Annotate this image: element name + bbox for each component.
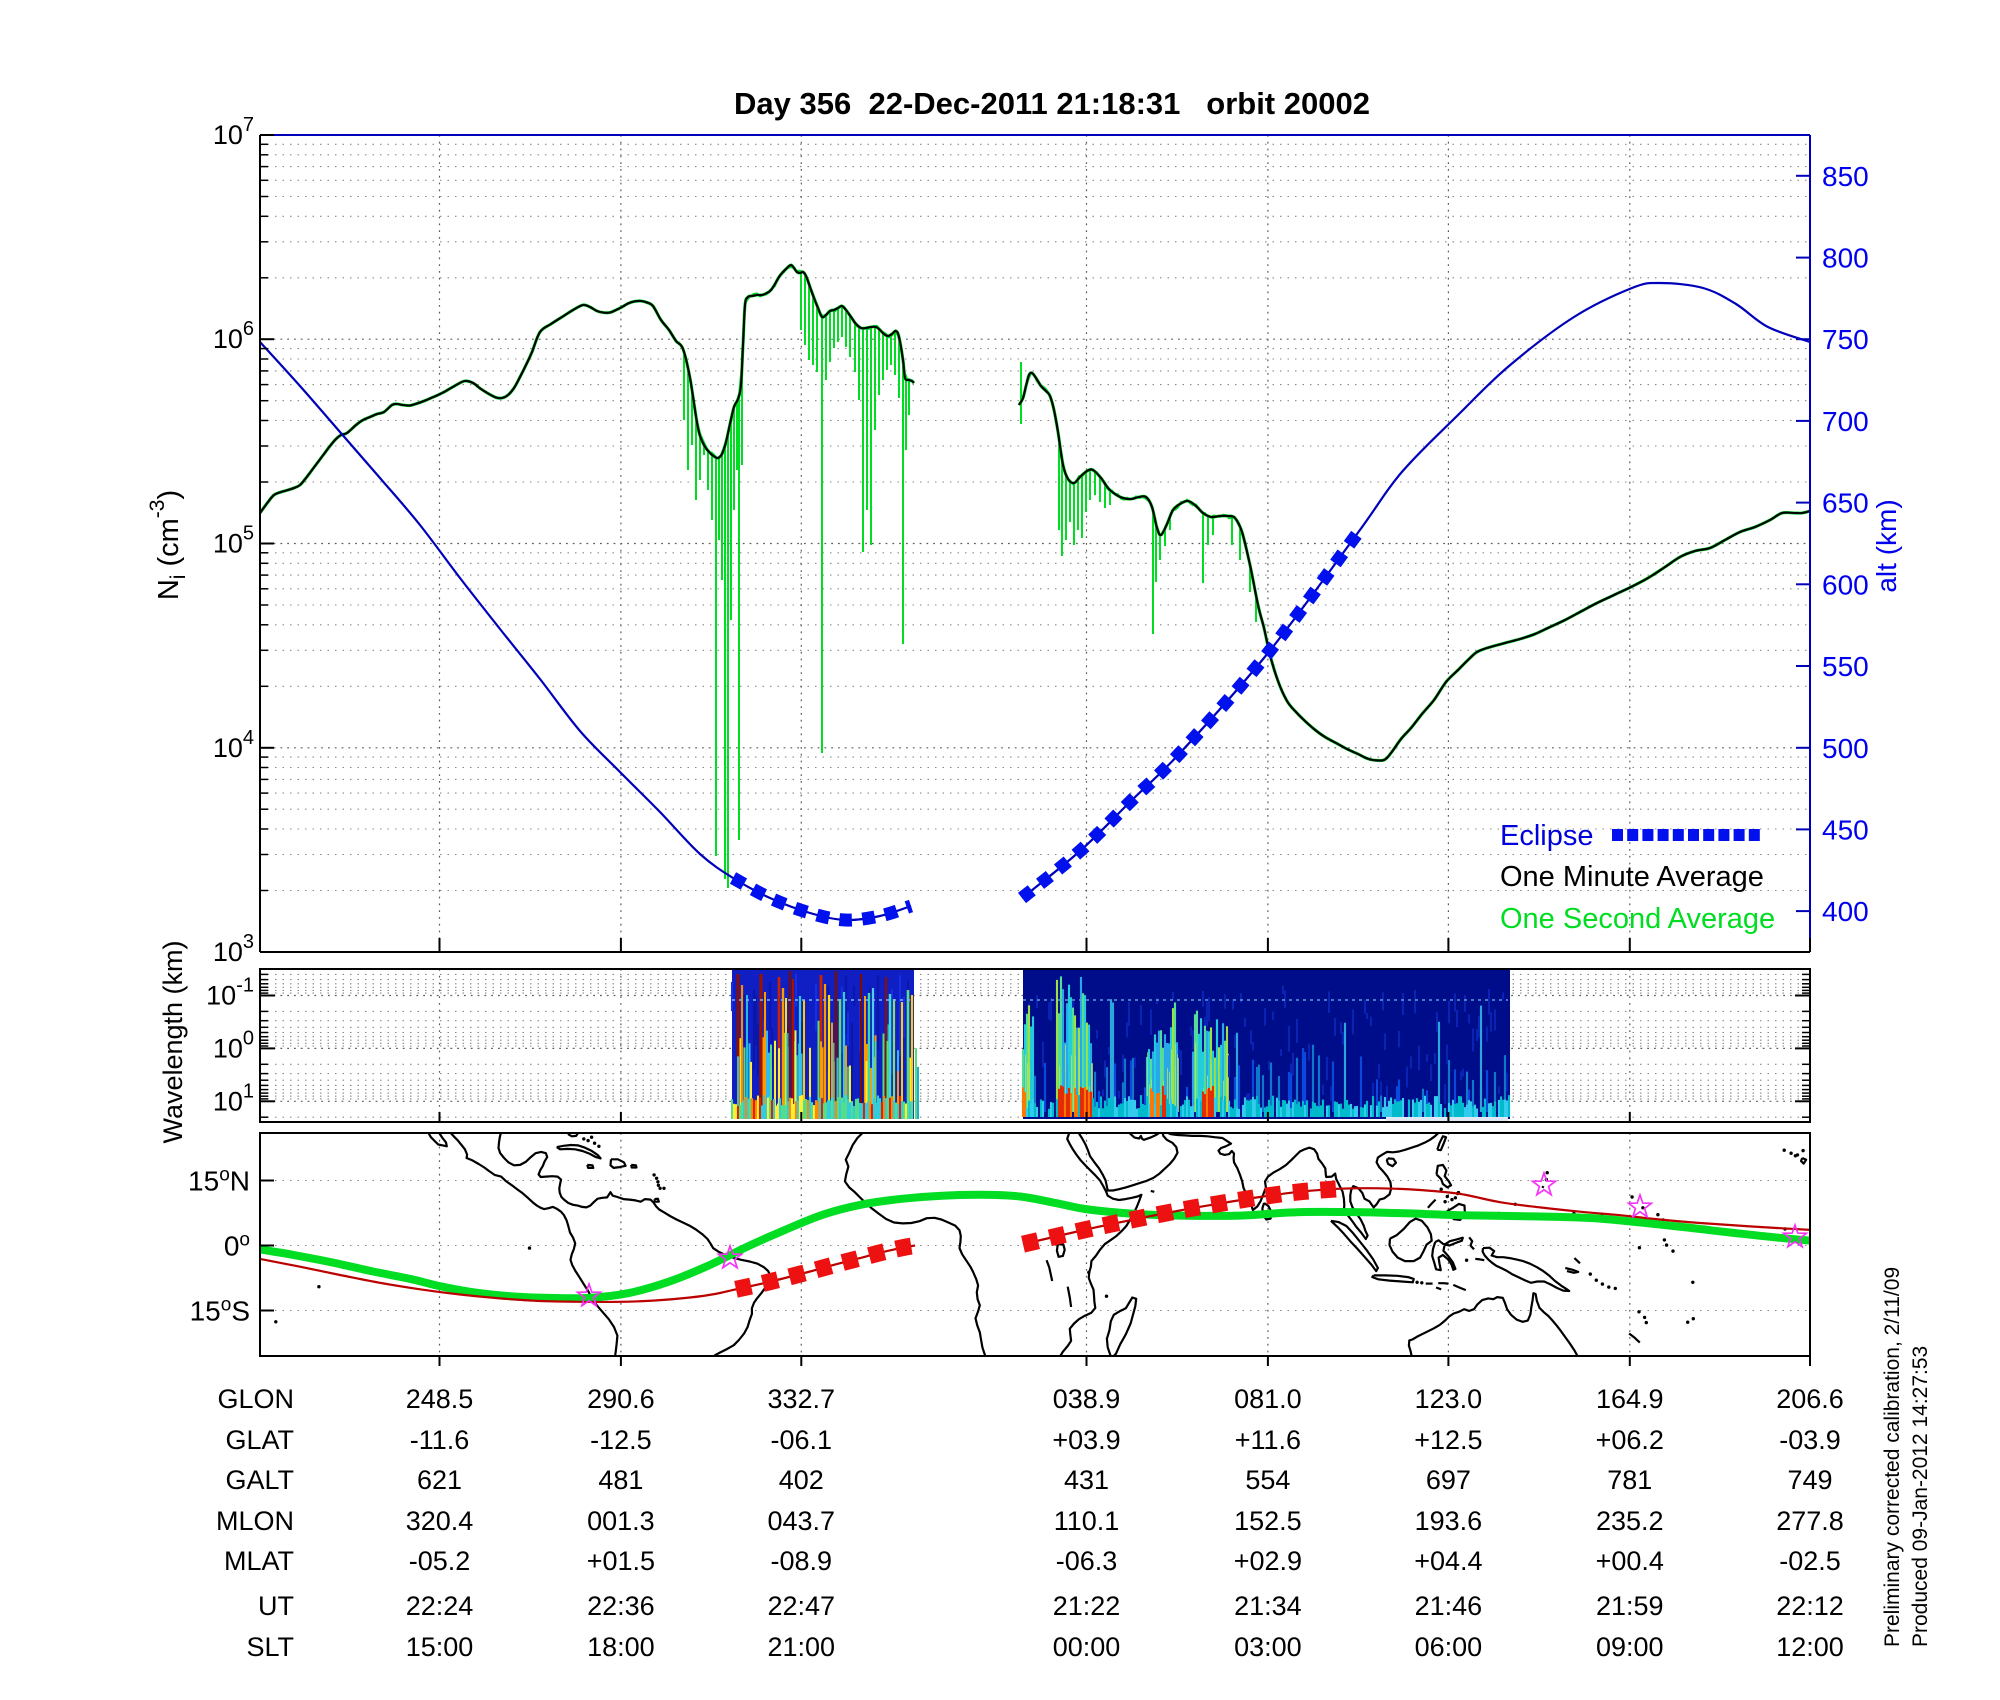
svg-text:Preliminary corrected calibrat: Preliminary corrected calibration, 2/11/…: [1881, 1267, 1904, 1647]
svg-text:Day 356 22-Dec-2011 21:18:31: Day 356 22-Dec-2011 21:18:31 orbit 20002: [734, 86, 1370, 121]
svg-text:22:24: 22:24: [406, 1591, 474, 1621]
svg-text:431: 431: [1064, 1465, 1109, 1495]
svg-text:12:00: 12:00: [1776, 1632, 1844, 1662]
svg-text:-12.5: -12.5: [590, 1425, 652, 1455]
svg-text:-06.3: -06.3: [1056, 1546, 1118, 1576]
svg-text:550: 550: [1822, 651, 1869, 682]
svg-text:15oN: 15oN: [188, 1165, 250, 1197]
svg-text:164.9: 164.9: [1596, 1384, 1664, 1414]
svg-text:alt (km): alt (km): [1871, 499, 1902, 592]
svg-text:235.2: 235.2: [1596, 1506, 1664, 1536]
svg-text:One Minute Average: One Minute Average: [1500, 861, 1764, 893]
svg-text:697: 697: [1426, 1465, 1471, 1495]
svg-text:554: 554: [1245, 1465, 1290, 1495]
svg-text:-02.5: -02.5: [1779, 1546, 1841, 1576]
svg-text:21:59: 21:59: [1596, 1591, 1664, 1621]
svg-text:SLT: SLT: [246, 1632, 294, 1662]
svg-text:206.6: 206.6: [1776, 1384, 1844, 1414]
svg-text:750: 750: [1822, 324, 1869, 355]
svg-text:402: 402: [779, 1465, 824, 1495]
svg-text:Produced 09-Jan-2012 14:27:53: Produced 09-Jan-2012 14:27:53: [1909, 1346, 1932, 1647]
svg-text:+02.9: +02.9: [1234, 1546, 1302, 1576]
svg-text:+12.5: +12.5: [1414, 1425, 1482, 1455]
svg-text:-11.6: -11.6: [410, 1425, 470, 1455]
svg-text:+03.9: +03.9: [1052, 1425, 1120, 1455]
svg-text:850: 850: [1822, 161, 1869, 192]
svg-text:21:46: 21:46: [1415, 1591, 1483, 1621]
svg-text:GALT: GALT: [225, 1465, 294, 1495]
svg-text:One Second Average: One Second Average: [1500, 903, 1775, 935]
svg-text:193.6: 193.6: [1415, 1506, 1483, 1536]
svg-text:-05.2: -05.2: [409, 1546, 471, 1576]
svg-text:781: 781: [1607, 1465, 1652, 1495]
svg-text:400: 400: [1822, 896, 1869, 927]
svg-text:450: 450: [1822, 814, 1869, 845]
svg-text:700: 700: [1822, 406, 1869, 437]
svg-text:650: 650: [1822, 488, 1869, 519]
svg-text:081.0: 081.0: [1234, 1384, 1302, 1414]
svg-text:GLON: GLON: [217, 1384, 294, 1414]
svg-text:15:00: 15:00: [406, 1632, 474, 1662]
svg-text:22:12: 22:12: [1776, 1591, 1844, 1621]
svg-text:06:00: 06:00: [1415, 1632, 1483, 1662]
svg-text:MLAT: MLAT: [224, 1546, 294, 1576]
svg-text:21:34: 21:34: [1234, 1591, 1302, 1621]
svg-text:600: 600: [1822, 569, 1869, 600]
svg-text:248.5: 248.5: [406, 1384, 474, 1414]
svg-text:09:00: 09:00: [1596, 1632, 1664, 1662]
svg-text:001.3: 001.3: [587, 1506, 655, 1536]
svg-text:152.5: 152.5: [1234, 1506, 1302, 1536]
svg-text:UT: UT: [258, 1591, 294, 1621]
svg-text:MLON: MLON: [216, 1506, 294, 1536]
svg-text:+00.4: +00.4: [1596, 1546, 1664, 1576]
svg-text:290.6: 290.6: [587, 1384, 655, 1414]
svg-text:123.0: 123.0: [1415, 1384, 1483, 1414]
svg-text:22:36: 22:36: [587, 1591, 655, 1621]
svg-text:10-1: 10-1: [206, 975, 254, 1011]
svg-text:00:00: 00:00: [1053, 1632, 1121, 1662]
svg-text:332.7: 332.7: [768, 1384, 836, 1414]
svg-text:22:47: 22:47: [768, 1591, 836, 1621]
svg-text:+04.4: +04.4: [1414, 1546, 1482, 1576]
svg-text:043.7: 043.7: [768, 1506, 836, 1536]
svg-text:GLAT: GLAT: [225, 1425, 294, 1455]
svg-text:800: 800: [1822, 243, 1869, 274]
svg-text:+06.2: +06.2: [1596, 1425, 1664, 1455]
svg-text:-03.9: -03.9: [1779, 1425, 1841, 1455]
svg-text:18:00: 18:00: [587, 1632, 655, 1662]
svg-text:749: 749: [1787, 1465, 1832, 1495]
svg-text:03:00: 03:00: [1234, 1632, 1302, 1662]
svg-text:038.9: 038.9: [1053, 1384, 1121, 1414]
svg-text:21:22: 21:22: [1053, 1591, 1121, 1621]
svg-text:-06.1: -06.1: [771, 1425, 833, 1455]
svg-text:15oS: 15oS: [190, 1295, 250, 1327]
svg-text:500: 500: [1822, 733, 1869, 764]
svg-text:-08.9: -08.9: [771, 1546, 833, 1576]
svg-text:+01.5: +01.5: [587, 1546, 655, 1576]
svg-text:481: 481: [598, 1465, 643, 1495]
svg-text:621: 621: [417, 1465, 462, 1495]
svg-text:277.8: 277.8: [1776, 1506, 1844, 1536]
svg-text:+11.6: +11.6: [1235, 1425, 1301, 1455]
svg-text:110.1: 110.1: [1054, 1506, 1120, 1536]
svg-text:Eclipse: Eclipse: [1500, 820, 1594, 852]
svg-text:21:00: 21:00: [768, 1632, 836, 1662]
svg-text:320.4: 320.4: [406, 1506, 474, 1536]
svg-text:Wavelength (km): Wavelength (km): [158, 940, 188, 1143]
